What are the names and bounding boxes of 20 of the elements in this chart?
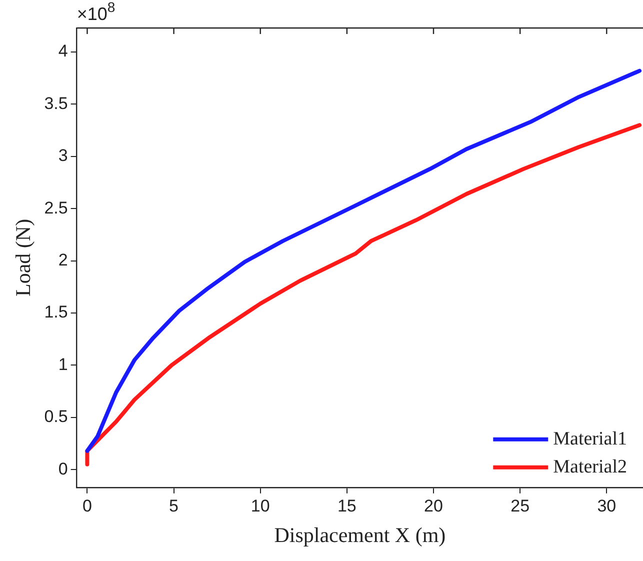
- x-tick-label: 20: [424, 496, 443, 516]
- legend-label: Material1: [553, 428, 627, 450]
- x-tick-label: 25: [510, 496, 530, 516]
- y-tick-label: 2.5: [44, 198, 68, 218]
- x-tick-label: 5: [169, 496, 179, 516]
- y-tick-label: 1.5: [44, 302, 68, 322]
- x-tick-label: 30: [597, 496, 616, 516]
- y-tick-label: 0: [58, 459, 68, 478]
- y-tick-label: 3: [58, 146, 68, 166]
- y-tick-label: 0.5: [44, 407, 68, 426]
- x-tick-label: 0: [82, 496, 92, 516]
- x-axis-title: Displacement X (m): [274, 522, 446, 547]
- y-tick-label: 1: [58, 354, 68, 374]
- y-tick-label: 3.5: [44, 94, 68, 113]
- y-axis-title: Load (N): [11, 218, 36, 296]
- x-tick-label: 15: [337, 496, 356, 516]
- legend-label: Material2: [553, 456, 627, 478]
- x-tick-label: 10: [250, 496, 270, 516]
- y-tick-label: 2: [58, 250, 68, 270]
- y-tick-label: 4: [58, 42, 68, 61]
